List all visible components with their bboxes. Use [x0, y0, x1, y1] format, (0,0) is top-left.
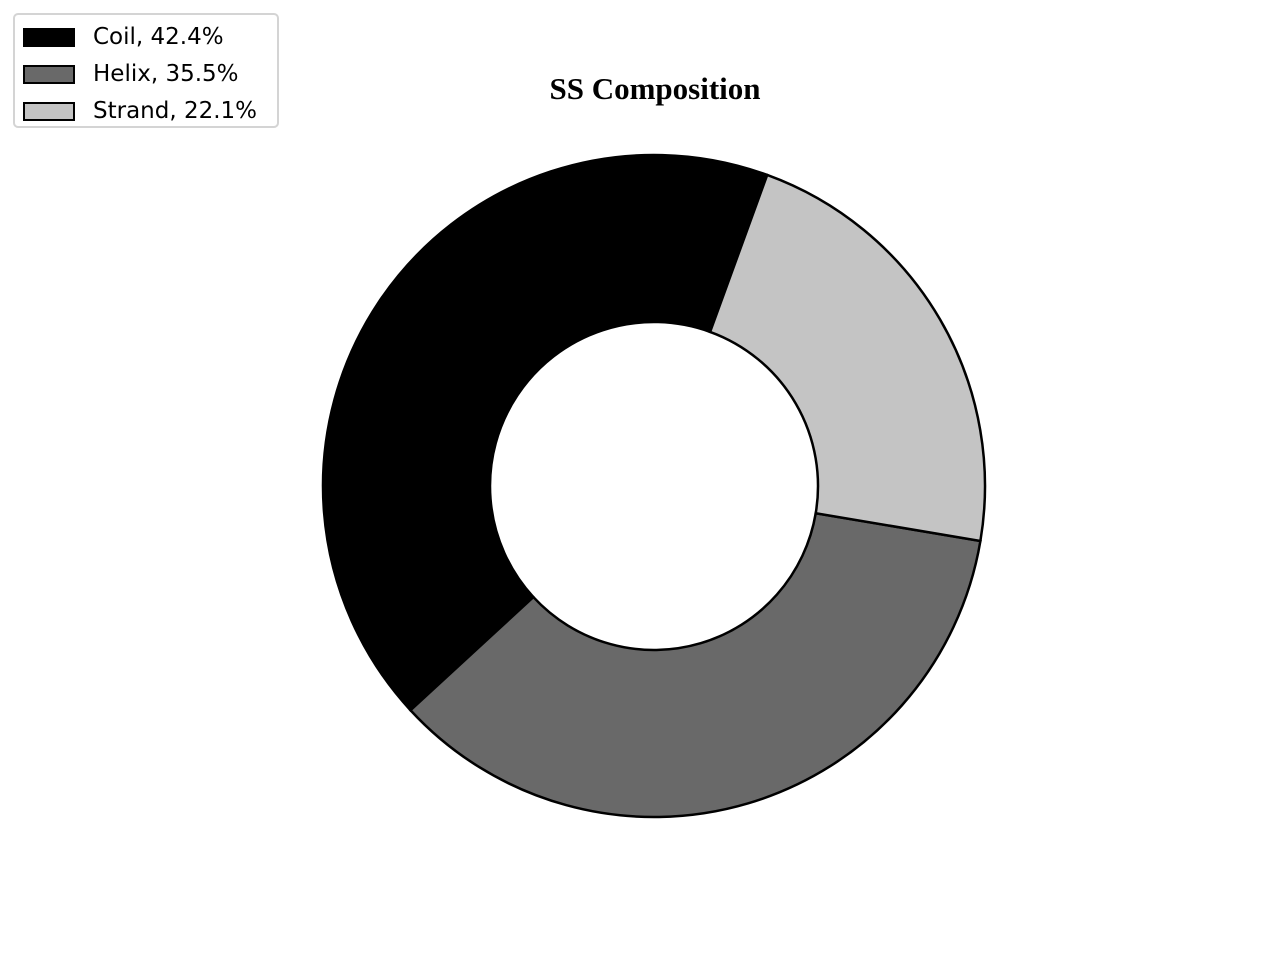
legend-label-helix: Helix, 35.5% [93, 61, 239, 87]
donut-slices [321, 153, 987, 819]
legend-item-helix: Helix, 35.5% [23, 57, 273, 87]
legend-label-coil: Coil, 42.4% [93, 24, 224, 50]
legend-swatch-coil [23, 28, 75, 47]
legend-item-coil: Coil, 42.4% [23, 20, 273, 50]
chart-title: SS Composition [549, 71, 760, 106]
legend-label-strand: Strand, 22.1% [93, 98, 258, 124]
legend: Coil, 42.4% Helix, 35.5% Strand, 22.1% [13, 13, 279, 128]
legend-swatch-helix [23, 65, 75, 84]
legend-swatch-strand [23, 102, 75, 121]
legend-item-strand: Strand, 22.1% [23, 94, 273, 124]
slice-coil [321, 153, 769, 712]
slice-helix [408, 511, 982, 819]
slice-strand [708, 173, 987, 543]
